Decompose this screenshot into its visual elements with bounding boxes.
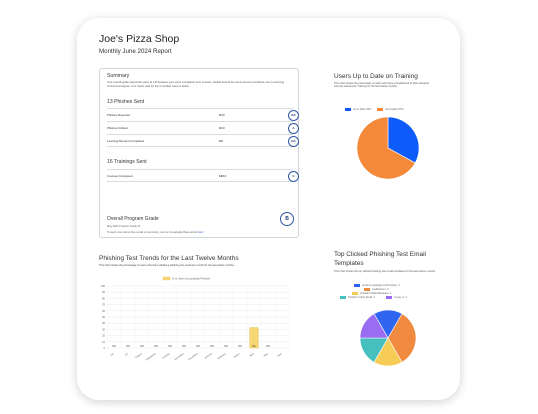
legend-label: amazon-package-confirmation: 1 (362, 284, 400, 287)
y-tick-label: 50 (102, 315, 105, 319)
y-tick-label: 20 (102, 334, 105, 338)
bar-value-label: 0% (168, 345, 172, 348)
legend-item: Up to Date 33% (345, 108, 371, 111)
users-pie-chart (356, 116, 420, 180)
row-label: Learning Moment Completed (107, 139, 145, 143)
overall-grade-note: To learn more about this overall mo summ… (107, 231, 204, 234)
y-tick-label: 40 (102, 321, 105, 325)
x-tick-label: February (217, 352, 227, 360)
grade-badge: NA (288, 110, 299, 121)
legend-swatch (354, 284, 360, 287)
summary-title: Summary (107, 73, 130, 79)
y-tick-label: 90 (102, 290, 105, 294)
table-row: Phishes Reported 0/13 NA (107, 108, 299, 121)
top-clicked-pie-chart (359, 309, 417, 367)
x-tick-label: May (263, 352, 269, 358)
legend-label: % of Users Successfully Phished (172, 277, 210, 281)
legend-swatch (377, 108, 383, 111)
pie-slice (359, 313, 389, 339)
x-tick-label: March (233, 352, 241, 359)
users-chart-description: This chart shows the percentage of users… (334, 82, 430, 89)
summary-description: Your overall grade stayed the same at a … (107, 81, 284, 88)
trend-bar-chart: % of Users Successfully Phished100908070… (101, 276, 290, 362)
bar-value-label: 0% (112, 345, 116, 348)
legend-swatch (364, 288, 370, 291)
bar (249, 327, 259, 349)
grade-badge: A (288, 123, 299, 134)
top-clicked-description: This chart shows the top clicked phishin… (334, 270, 436, 273)
x-tick-label: December (188, 352, 199, 361)
y-tick-label: 60 (102, 309, 105, 313)
phishes-sent-header: 13 Phishes Sent (107, 99, 145, 105)
table-row: Learning Moment Completed 0/0 NA (107, 134, 299, 147)
y-tick-label: 100 (101, 284, 106, 288)
table-row: Phishes Clicked 0/13 A (107, 121, 299, 134)
summary-panel: Summary Your overall grade stayed the sa… (99, 68, 299, 238)
legend-item: Dropbox Verify Email: 1 (340, 296, 375, 299)
x-tick-label: June (277, 352, 284, 358)
bar-value-label: 0% (238, 345, 242, 348)
y-tick-label: 70 (102, 303, 105, 307)
bar-value-label: 0% (266, 345, 270, 348)
trend-chart-title: Phishing Test Trends for the Last Twelve… (99, 255, 239, 262)
knowledge-base-link[interactable]: here! (197, 231, 204, 234)
x-tick-label: Jun (110, 352, 115, 357)
legend-swatch (352, 292, 358, 295)
x-tick-label: October (162, 352, 171, 359)
overall-grade-title: Overall Program Grade (107, 216, 159, 222)
x-tick-label: January (204, 352, 213, 360)
legend-label: Linkedin InMail Message: 1 (360, 292, 392, 295)
y-tick-label: 30 (102, 327, 105, 331)
legend-swatch (340, 296, 346, 299)
overall-grade-subtext: May 2024 Program Grade: B (107, 225, 141, 228)
legend-item: Linkedin InMail Message: 1 (352, 292, 391, 295)
legend-swatch (162, 276, 171, 281)
x-tick-label: August (135, 352, 143, 359)
row-label: Courses Completed (107, 174, 133, 178)
pie-slice (356, 116, 416, 180)
legend-swatch (345, 108, 351, 111)
report-subtitle: Monthly June 2024 Report (99, 48, 172, 55)
trainings-sent-header: 16 Trainings Sent (107, 159, 147, 165)
report-card: Joe's Pizza Shop Monthly June 2024 Repor… (77, 18, 460, 400)
legend-item: amazon-package-confirmation: 1 (354, 284, 400, 287)
grade-badge: NA (288, 136, 299, 147)
bar-value-label: NA (252, 345, 256, 348)
x-tick-label: September (145, 352, 156, 361)
bar-value-label: 0% (224, 345, 228, 348)
grade-badge: C (288, 171, 299, 182)
row-label: Phishes Clicked (107, 126, 128, 130)
y-tick-label: 0 (104, 346, 106, 350)
bar-value-label: 0% (154, 345, 158, 348)
x-tick-label: November (174, 352, 185, 361)
legend-item: creditcard-1: 2 (364, 288, 389, 291)
overall-grade-badge: B (280, 212, 294, 226)
y-tick-label: 80 (102, 296, 105, 300)
shop-name: Joe's Pizza Shop (99, 33, 180, 45)
bar-value-label: 0% (210, 345, 214, 348)
bar-value-label: 0% (196, 345, 200, 348)
x-tick-label: Jul (124, 352, 129, 356)
row-value: 0/0 (219, 139, 224, 143)
row-value: 12/16 (219, 174, 227, 178)
y-tick-label: 10 (102, 340, 105, 344)
row-label: Phishes Reported (107, 113, 130, 117)
users-chart-title: Users Up to Date on Training (334, 73, 418, 80)
trend-chart-description: This chart shows the percentage of users… (99, 264, 235, 267)
x-tick-label: April (249, 352, 255, 357)
legend-item: survey-1: 1 (386, 296, 407, 299)
legend-label: Dropbox Verify Email: 1 (348, 296, 376, 299)
legend-label: creditcard-1: 2 (372, 288, 389, 291)
legend-swatch (386, 296, 392, 299)
bar-value-label: 0% (182, 345, 186, 348)
bar-value-label: 0% (126, 345, 130, 348)
row-value: 0/13 (219, 126, 225, 130)
table-row: Courses Completed 12/16 C (107, 169, 299, 182)
row-value: 0/13 (219, 113, 225, 117)
bar-value-label: 0% (140, 345, 144, 348)
legend-item: Incomplete 67% (377, 108, 404, 111)
top-clicked-title: Top Clicked Phishing Test Email Template… (334, 251, 427, 267)
pie-slice (387, 116, 420, 164)
legend-label: survey-1: 1 (394, 296, 407, 299)
